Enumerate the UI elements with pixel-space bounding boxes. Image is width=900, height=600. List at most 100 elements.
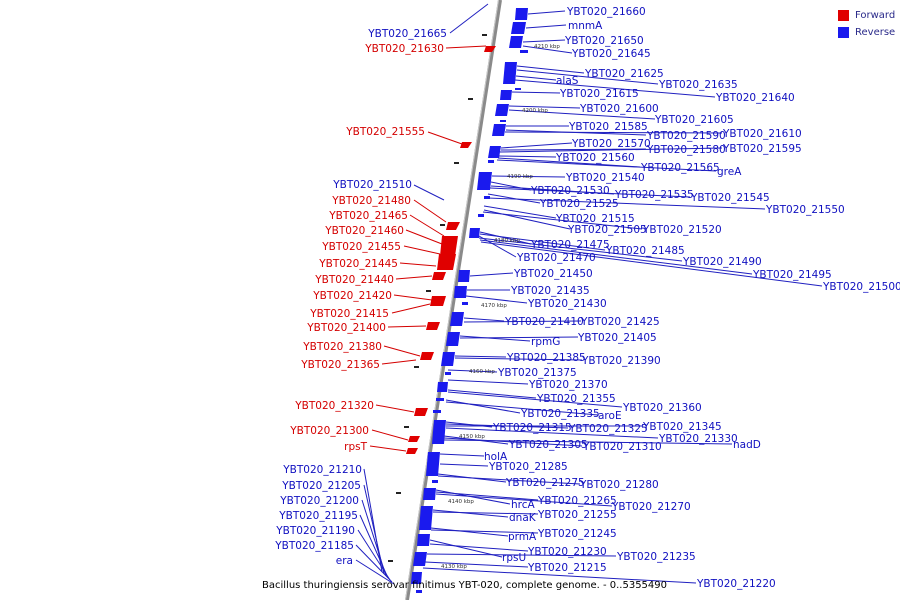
reverse-gene-block [432, 420, 446, 444]
leader-line [500, 142, 573, 149]
leader-line [491, 175, 566, 178]
leader-line [426, 553, 617, 557]
reverse-tick [416, 590, 422, 593]
reverse-gene-label: YBT020_21515 [555, 213, 635, 225]
reverse-gene-label: YBT020_21450 [513, 268, 593, 280]
forward-tick [482, 34, 487, 36]
forward-tick [454, 162, 459, 164]
reverse-gene-label: era [336, 555, 353, 567]
leader-line [479, 239, 753, 275]
leader-line [427, 131, 463, 145]
reverse-gene-label: nadD [733, 439, 761, 451]
leader-line [369, 445, 407, 452]
reverse-tick [478, 214, 484, 217]
leader-line [409, 214, 445, 237]
leader-line [454, 355, 507, 358]
reverse-gene-label: YBT020_21525 [539, 198, 619, 210]
leader-line [391, 303, 431, 314]
forward-gene-block [426, 322, 440, 330]
forward-gene-block [460, 142, 472, 148]
leader-line [443, 439, 733, 445]
leader-line [454, 357, 583, 361]
reverse-gene-label: YBT020_21280 [579, 479, 659, 491]
reverse-gene-label: YBT020_21435 [510, 285, 590, 297]
leader-line [480, 241, 823, 287]
leader-line [511, 91, 561, 94]
forward-gene-block [437, 254, 456, 270]
reverse-gene-label: YBT020_21530 [530, 185, 610, 197]
reverse-gene-block [495, 104, 509, 116]
forward-gene-ticks [388, 34, 487, 562]
reverse-gene-block [509, 36, 523, 48]
reverse-tick [432, 480, 438, 483]
leader-line [483, 205, 557, 219]
reverse-gene-label: YBT020_21615 [559, 88, 639, 100]
leader-line [405, 229, 443, 245]
leader-line [387, 325, 427, 328]
legend-swatch-reverse [838, 27, 849, 38]
reverse-gene-label: YBT020_21500 [822, 281, 900, 293]
forward-gene-block [432, 272, 446, 280]
reverse-gene-block [477, 172, 492, 190]
reverse-gene-label: mnmA [568, 20, 603, 32]
forward-tick [396, 492, 401, 494]
reverse-gene-label: rpmG [531, 336, 560, 348]
forward-gene-label: YBT020_21465 [328, 210, 408, 222]
forward-gene-label: YBT020_21415 [309, 308, 389, 320]
leader-line [395, 275, 433, 280]
leader-line [445, 45, 487, 49]
reverse-gene-label: prmA [508, 531, 537, 543]
forward-gene-block [430, 296, 446, 306]
leader-line [437, 475, 581, 485]
reverse-gene-label: YBT020_21485 [605, 245, 685, 257]
reverse-gene-label: YBT020_21200 [279, 495, 359, 507]
reverse-gene-label: YBT020_21645 [571, 48, 651, 60]
reverse-gene-label: YBT020_21470 [516, 252, 596, 264]
reverse-gene-block [446, 332, 460, 346]
leader-line [375, 404, 415, 413]
leader-line [508, 105, 581, 109]
reverse-tick [520, 50, 528, 53]
reverse-gene-label: YBT020_21585 [568, 121, 648, 133]
reverse-gene-label: dnaK [509, 512, 537, 524]
reverse-tick [436, 398, 444, 401]
kbp-ticks: 4210 kbp 4200 kbp 4190 kbp 4180 kbp 4170… [441, 44, 560, 570]
leader-line [435, 491, 539, 501]
forward-gene-block [440, 236, 458, 256]
forward-gene-block [484, 46, 496, 52]
reverse-gene-label: alaS [556, 75, 579, 87]
leader-line [515, 75, 557, 81]
reverse-gene-label: YBT020_21195 [278, 510, 358, 522]
reverse-left-leader-lines [355, 3, 489, 585]
reverse-gene-label: YBT020_21265 [537, 495, 617, 507]
leader-line [478, 237, 683, 262]
reverse-gene-label: YBT020_21565 [640, 162, 720, 174]
forward-gene-block [414, 408, 428, 416]
forward-gene-label: YBT020_21440 [314, 274, 394, 286]
genome-backbone-highlight [405, 0, 499, 600]
leader-line [479, 231, 532, 245]
reverse-gene-label: YBT020_21430 [527, 298, 607, 310]
reverse-gene-block [469, 228, 480, 238]
reverse-gene-block [417, 534, 430, 546]
reverse-gene-label: YBT020_21245 [537, 528, 617, 540]
forward-gene-label: YBT020_21420 [312, 290, 392, 302]
reverse-gene-label: YBT020_21310 [582, 441, 662, 453]
reverse-left-labels: YBT020_21665 YBT020_21510 YBT020_21210 Y… [274, 28, 447, 567]
reverse-gene-block [411, 572, 422, 584]
forward-tick [404, 426, 409, 428]
reverse-gene-label: YBT020_21550 [765, 204, 845, 216]
reverse-tick [515, 88, 521, 90]
reverse-tick [462, 302, 468, 305]
forward-gene-block [408, 436, 420, 442]
leader-line [504, 131, 723, 134]
leader-line [445, 399, 521, 414]
reverse-gene-label: YBT020_21335 [520, 408, 600, 420]
reverse-gene-label: YBT020_21190 [275, 525, 355, 537]
reverse-gene-label: aroE [598, 410, 622, 422]
reverse-gene-label: YBT020_21495 [752, 269, 832, 281]
leader-line [500, 148, 647, 151]
leader-line [424, 561, 529, 568]
reverse-gene-label: YBT020_21390 [581, 355, 661, 367]
reverse-gene-label: YBT020_21635 [658, 79, 738, 91]
